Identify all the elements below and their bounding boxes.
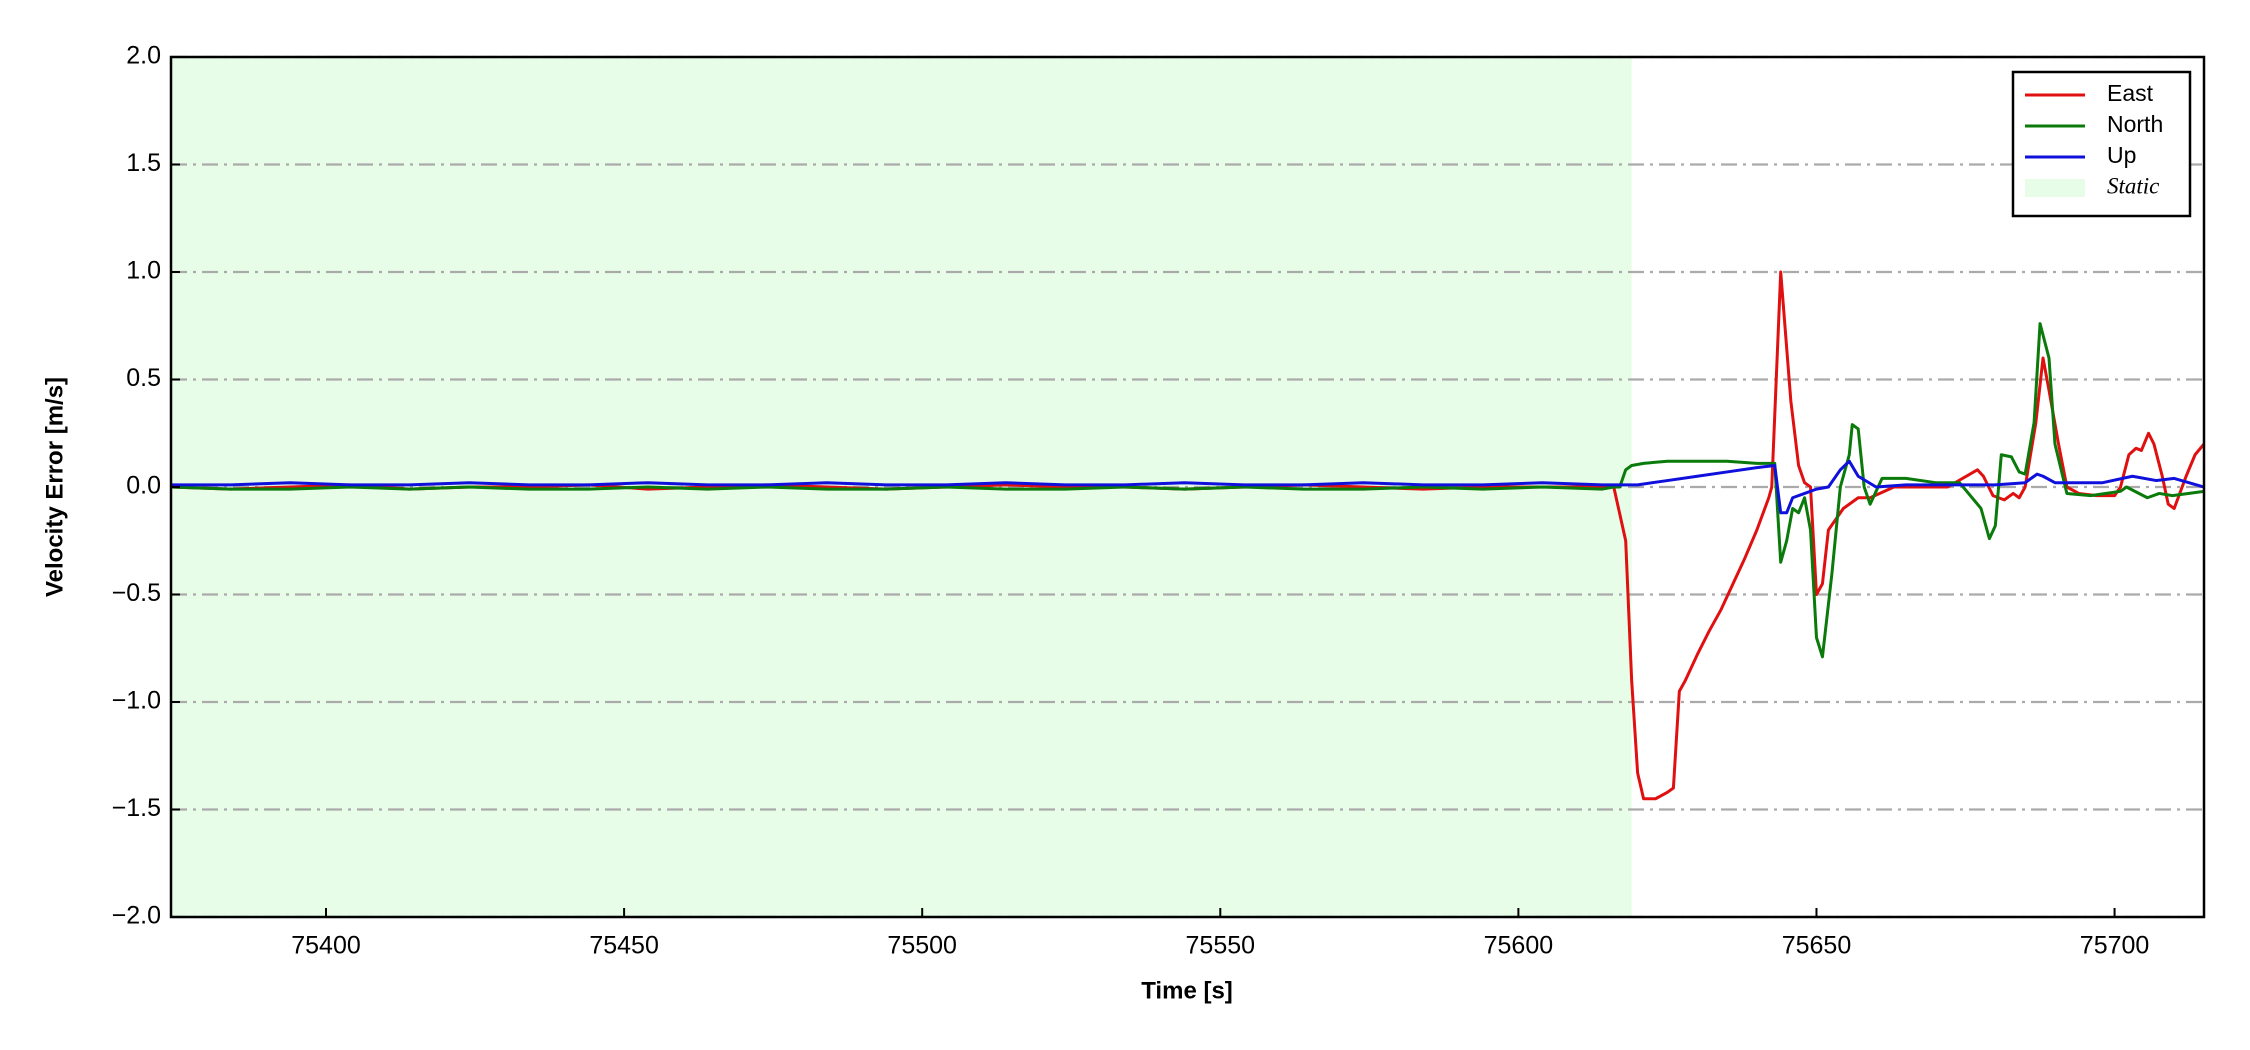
x-tick-label: 75400 [291, 932, 361, 960]
y-tick-label: −1.0 [112, 687, 161, 715]
series-line [171, 459, 2204, 515]
legend-label: Static [2107, 173, 2159, 198]
legend-swatch [2025, 179, 2085, 197]
axes: −2.0 −1.5 −1.0 −0.5 0.0 0.5 1.0 1.5 2.0 75400 7545… [112, 42, 2150, 960]
y-tick-label: 2.0 [126, 42, 161, 70]
x-tick-label: 75450 [589, 932, 659, 960]
x-tick-label: 75650 [1782, 932, 1852, 960]
y-tick-label: −1.5 [112, 794, 161, 822]
legend: East North Up Static [2011, 70, 2192, 218]
y-axis-label: Velocity Error [m/s] [41, 377, 68, 597]
series-line [171, 322, 2204, 659]
x-tick-label: 75550 [1186, 932, 1256, 960]
x-tick-label: 75700 [2080, 932, 2150, 960]
y-tick-label: 0.0 [126, 472, 161, 500]
plot-lines [171, 270, 2204, 801]
y-tick-label: 1.5 [126, 149, 161, 177]
y-tick-label: −2.0 [112, 902, 161, 930]
legend-label: East [2107, 80, 2154, 106]
y-tick-label: 1.0 [126, 257, 161, 285]
legend-label: North [2107, 111, 2163, 137]
x-axis-label: Time [s] [1141, 977, 1233, 1004]
x-tick-label: 75600 [1484, 932, 1554, 960]
x-tick-label: 75500 [887, 932, 957, 960]
legend-label: Up [2107, 142, 2136, 168]
y-tick-label: −0.5 [112, 579, 161, 607]
y-tick-label: 0.5 [126, 364, 161, 392]
